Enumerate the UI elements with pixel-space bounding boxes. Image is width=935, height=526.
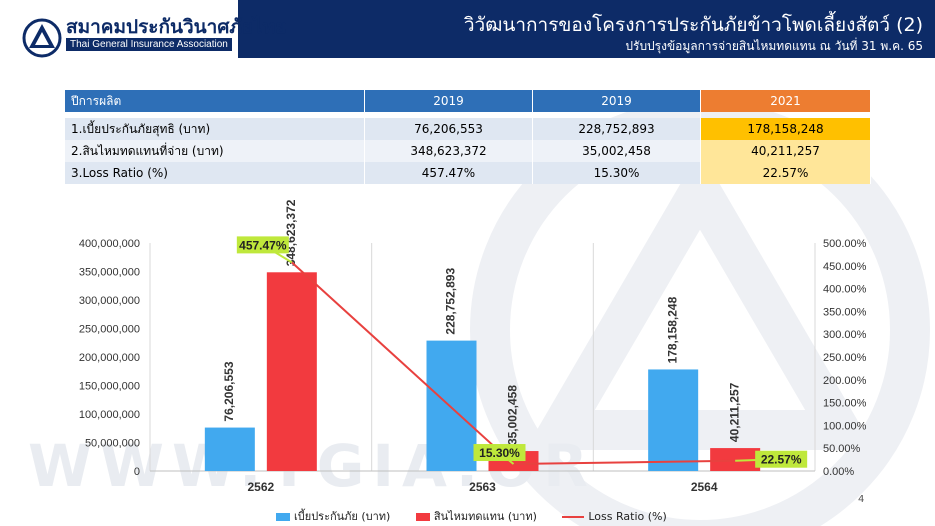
table-row: 1.เบี้ยประกันภัยสุทธิ (บาท) 76,206,553 2… — [65, 118, 871, 140]
loss-ratio-label-box — [755, 450, 808, 468]
loss-ratio-label-box — [236, 236, 289, 254]
y2-tick-label: 400.00% — [823, 284, 867, 296]
org-logo: สมาคมประกันวินาศภัยไทย Thai General Insu… — [22, 14, 286, 58]
legend-item-loss-ratio: Loss Ratio (%) — [562, 510, 667, 523]
y2-tick-label: 50.00% — [823, 443, 861, 455]
legend-label: Loss Ratio (%) — [588, 510, 667, 523]
x-tick-label: 2563 — [469, 480, 496, 494]
y2-tick-label: 250.00% — [823, 352, 867, 364]
table-header-cell: 2019 — [533, 90, 701, 112]
chart-legend: เบี้ยประกันภัย (บาท) สินไหมทดแทน (บาท) L… — [276, 507, 689, 525]
premium-bar — [204, 427, 255, 471]
y-tick-label: 250,000,000 — [79, 324, 140, 336]
table-cell: 22.57% — [701, 162, 871, 184]
legend-item-premium: เบี้ยประกันภัย (บาท) — [276, 507, 390, 525]
table-cell: 40,211,257 — [701, 140, 871, 162]
premium-data-label: 178,158,248 — [665, 296, 679, 363]
table-row: 2.สินไหมทดแทนที่จ่าย (บาท) 348,623,372 3… — [65, 140, 871, 162]
premium-data-label: 228,752,893 — [444, 268, 458, 335]
premium-bar — [648, 369, 699, 471]
claims-bar — [710, 448, 761, 471]
legend-swatch — [276, 513, 290, 521]
tgia-logo-icon — [22, 18, 62, 58]
claims-data-label: 40,211,257 — [727, 382, 741, 442]
y2-tick-label: 150.00% — [823, 398, 867, 410]
summary-table: ปีการผลิต 2019 2019 2021 1.เบี้ยประกันภั… — [65, 90, 871, 184]
x-tick-label: 2564 — [691, 480, 718, 494]
table-row: 3.Loss Ratio (%) 457.47% 15.30% 22.57% — [65, 162, 871, 184]
loss-ratio-data-label: 22.57% — [761, 453, 802, 467]
page-subtitle: ปรับปรุงข้อมูลการจ่ายสินไหมทดแทน ณ วันที… — [625, 39, 923, 53]
y-tick-label: 0 — [134, 466, 140, 478]
y2-tick-label: 100.00% — [823, 420, 867, 432]
table-header-cell: ปีการผลิต — [65, 90, 365, 112]
y-tick-label: 400,000,000 — [79, 238, 140, 250]
table-row-label: 3.Loss Ratio (%) — [65, 162, 365, 184]
claims-data-label: 35,002,458 — [506, 385, 520, 445]
table-row-label: 1.เบี้ยประกันภัยสุทธิ (บาท) — [65, 118, 365, 140]
y2-tick-label: 500.00% — [823, 238, 867, 250]
y-tick-label: 300,000,000 — [79, 295, 140, 307]
y2-tick-label: 200.00% — [823, 375, 867, 387]
legend-label: สินไหมทดแทน (บาท) — [433, 510, 537, 523]
premium-data-label: 76,206,553 — [222, 361, 236, 421]
org-name-en: Thai General Insurance Association — [66, 38, 232, 51]
table-row-label: 2.สินไหมทดแทนที่จ่าย (บาท) — [65, 140, 365, 162]
table-header-row: ปีการผลิต 2019 2019 2021 — [65, 90, 871, 112]
table-cell: 76,206,553 — [365, 118, 533, 140]
legend-swatch — [562, 516, 585, 518]
org-name-th: สมาคมประกันวินาศภัยไทย — [66, 16, 287, 38]
table-cell: 35,002,458 — [533, 140, 701, 162]
x-tick-label: 2562 — [247, 480, 274, 494]
table-cell: 15.30% — [533, 162, 701, 184]
y2-tick-label: 450.00% — [823, 261, 867, 273]
y-tick-label: 350,000,000 — [79, 267, 140, 279]
table-header-cell: 2021 — [701, 90, 871, 112]
legend-item-claims: สินไหมทดแทน (บาท) — [415, 507, 537, 525]
loss-ratio-label-box — [473, 444, 526, 462]
premium-bar — [426, 340, 477, 471]
y2-tick-label: 0.00% — [823, 466, 854, 478]
y-tick-label: 200,000,000 — [79, 352, 140, 364]
loss-ratio-data-label: 15.30% — [479, 446, 520, 460]
table-cell: 178,158,248 — [701, 118, 871, 140]
page-title: วิวัฒนาการของโครงการประกันภัยข้าวโพดเลี้… — [463, 14, 923, 36]
claims-data-label: 348,623,372 — [284, 199, 298, 266]
y-tick-label: 100,000,000 — [79, 409, 140, 421]
y2-tick-label: 300.00% — [823, 329, 867, 341]
loss-ratio-data-label: 457.47% — [239, 238, 287, 252]
claims-bar — [266, 272, 317, 471]
table-cell: 228,752,893 — [533, 118, 701, 140]
header-band — [238, 0, 935, 58]
legend-label: เบี้ยประกันภัย (บาท) — [294, 510, 391, 523]
table-cell: 348,623,372 — [365, 140, 533, 162]
y-tick-label: 50,000,000 — [85, 438, 140, 450]
table-header-cell: 2019 — [365, 90, 533, 112]
page-number: 4 — [858, 494, 865, 505]
y2-tick-label: 350.00% — [823, 306, 867, 318]
table-cell: 457.47% — [365, 162, 533, 184]
legend-swatch — [415, 513, 430, 521]
y-tick-label: 150,000,000 — [79, 381, 140, 393]
